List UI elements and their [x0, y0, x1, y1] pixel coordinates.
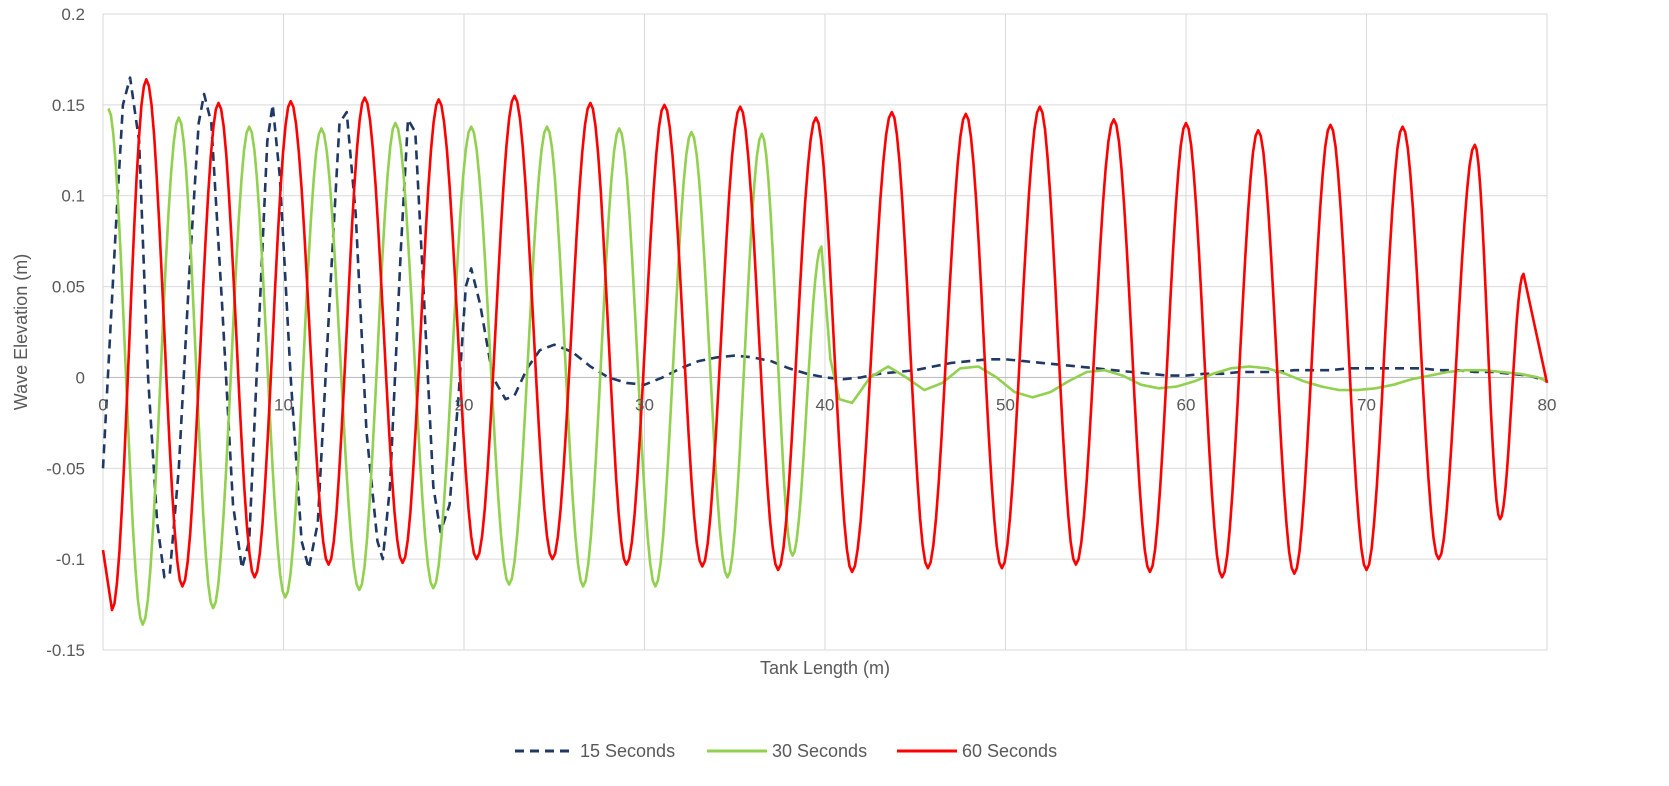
tick-labels: 0.2 0.15 0.1 0.05 0 -0.05 -0.1 -0.15 0 10 20 30 40 50… [46, 5, 1556, 660]
y-tick-label: -0.15 [46, 641, 85, 660]
legend-label-3: 60 Seconds [962, 741, 1057, 761]
x-tick-label: 60 [1177, 395, 1196, 414]
y-tick-label: -0.05 [46, 459, 85, 478]
x-tick-label: 0 [98, 395, 107, 414]
x-tick-label: 10 [274, 395, 293, 414]
y-axis-title: Wave Elevation (m) [11, 254, 31, 410]
x-tick-label: 70 [1357, 395, 1376, 414]
x-tick-label: 40 [816, 395, 835, 414]
series-line-2 [107, 108, 1548, 626]
legend-label-2: 30 Seconds [772, 741, 867, 761]
series-line-3 [101, 78, 1549, 612]
x-axis-title: Tank Length (m) [760, 658, 890, 678]
series-lines [101, 76, 1549, 626]
x-tick-label: 50 [996, 395, 1015, 414]
y-tick-label: 0.05 [52, 278, 85, 297]
x-tick-label: 80 [1538, 395, 1557, 414]
gridlines [102, 13, 1548, 651]
y-tick-label: 0 [76, 368, 85, 387]
x-tick-label: 30 [635, 395, 654, 414]
x-tick-label: 20 [455, 395, 474, 414]
legend: 15 Seconds 30 Seconds 60 Seconds [515, 741, 1057, 761]
y-tick-label: 0.2 [61, 5, 85, 24]
legend-label-1: 15 Seconds [580, 741, 675, 761]
y-tick-label: -0.1 [56, 550, 85, 569]
y-tick-label: 0.15 [52, 96, 85, 115]
y-tick-label: 0.1 [61, 187, 85, 206]
